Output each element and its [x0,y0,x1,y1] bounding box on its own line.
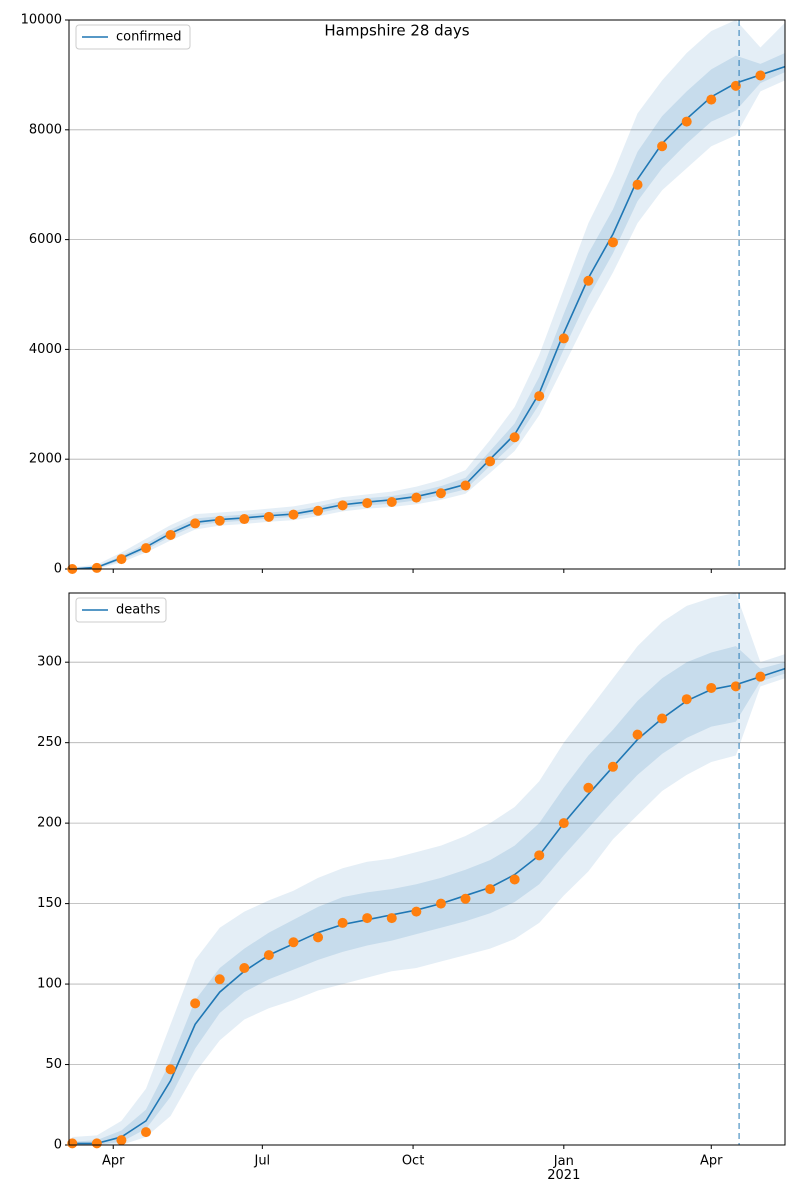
x-tick-label: Oct [402,1154,424,1169]
legend-label: deaths [116,603,161,618]
observed-point [534,850,545,861]
observed-point [165,529,176,540]
y-tick-label: 300 [37,655,62,670]
observed-point [632,729,643,740]
observed-point [435,488,446,499]
observed-point [485,884,496,895]
observed-point [386,913,397,924]
observed-point [67,1138,78,1149]
observed-point [583,275,594,286]
observed-point [534,391,545,402]
confidence-band [72,20,786,569]
y-tick-label: 8000 [29,122,62,137]
observed-point [558,333,569,344]
confidence-band [72,593,786,1145]
observed-point [313,932,324,943]
legend-box [75,24,191,50]
observed-point [607,761,618,772]
observed-point [116,1135,127,1146]
observed-point [657,713,668,724]
observed-point [313,505,324,516]
observed-point [460,480,471,491]
observed-point [706,682,717,693]
observed-point [681,116,692,127]
observed-point [386,497,397,508]
y-tick-label: 100 [37,977,62,992]
observed-point [583,782,594,793]
y-tick-label: 10000 [21,13,62,28]
y-tick-label: 6000 [29,232,62,247]
x-tick-label: Jul [253,1154,270,1169]
x-tick-label: Apr [700,1154,723,1169]
legend-box [75,597,167,623]
observed-point [681,694,692,705]
observed-point [755,70,766,81]
observed-point [141,543,152,554]
observed-point [362,498,373,509]
x-tick-label: Jan 2021 [547,1154,580,1183]
observed-point [141,1127,152,1138]
observed-point [288,937,299,948]
model-line [72,667,786,1145]
observed-point [214,515,225,526]
observed-point [509,432,520,443]
observed-point [558,818,569,829]
observed-point [411,906,422,917]
observed-point [509,874,520,885]
observed-point [657,141,668,152]
confidence-band [72,52,786,569]
confidence-band [72,646,786,1145]
observed-point [116,554,127,565]
observed-point [755,671,766,682]
y-tick-label: 0 [54,562,62,577]
observed-point [411,492,422,503]
observed-point [190,998,201,1009]
observed-point [435,898,446,909]
observed-point [91,1138,102,1149]
observed-point [460,893,471,904]
observed-point [337,917,348,928]
observed-point [288,509,299,520]
x-tick-label: Apr [102,1154,125,1169]
observed-point [337,500,348,511]
observed-point [239,962,250,973]
observed-point [632,179,643,190]
observed-point [239,514,250,525]
observed-point [165,1064,176,1075]
observed-point [485,456,496,467]
y-tick-label: 4000 [29,342,62,357]
y-tick-label: 150 [37,896,62,911]
y-tick-label: 0 [54,1138,62,1153]
y-tick-label: 50 [45,1057,62,1072]
observed-point [214,974,225,985]
observed-point [190,518,201,529]
observed-point [362,913,373,924]
chart-title: Hampshire 28 days [324,22,469,40]
observed-point [91,562,102,573]
y-tick-label: 200 [37,816,62,831]
legend-label: confirmed [116,30,182,45]
observed-point [263,511,274,522]
observed-point [263,950,274,961]
axes-frame [68,19,786,570]
y-tick-label: 250 [37,735,62,750]
observed-point [706,94,717,105]
axes-frame [68,592,786,1146]
observed-point [607,237,618,248]
y-tick-label: 2000 [29,452,62,467]
